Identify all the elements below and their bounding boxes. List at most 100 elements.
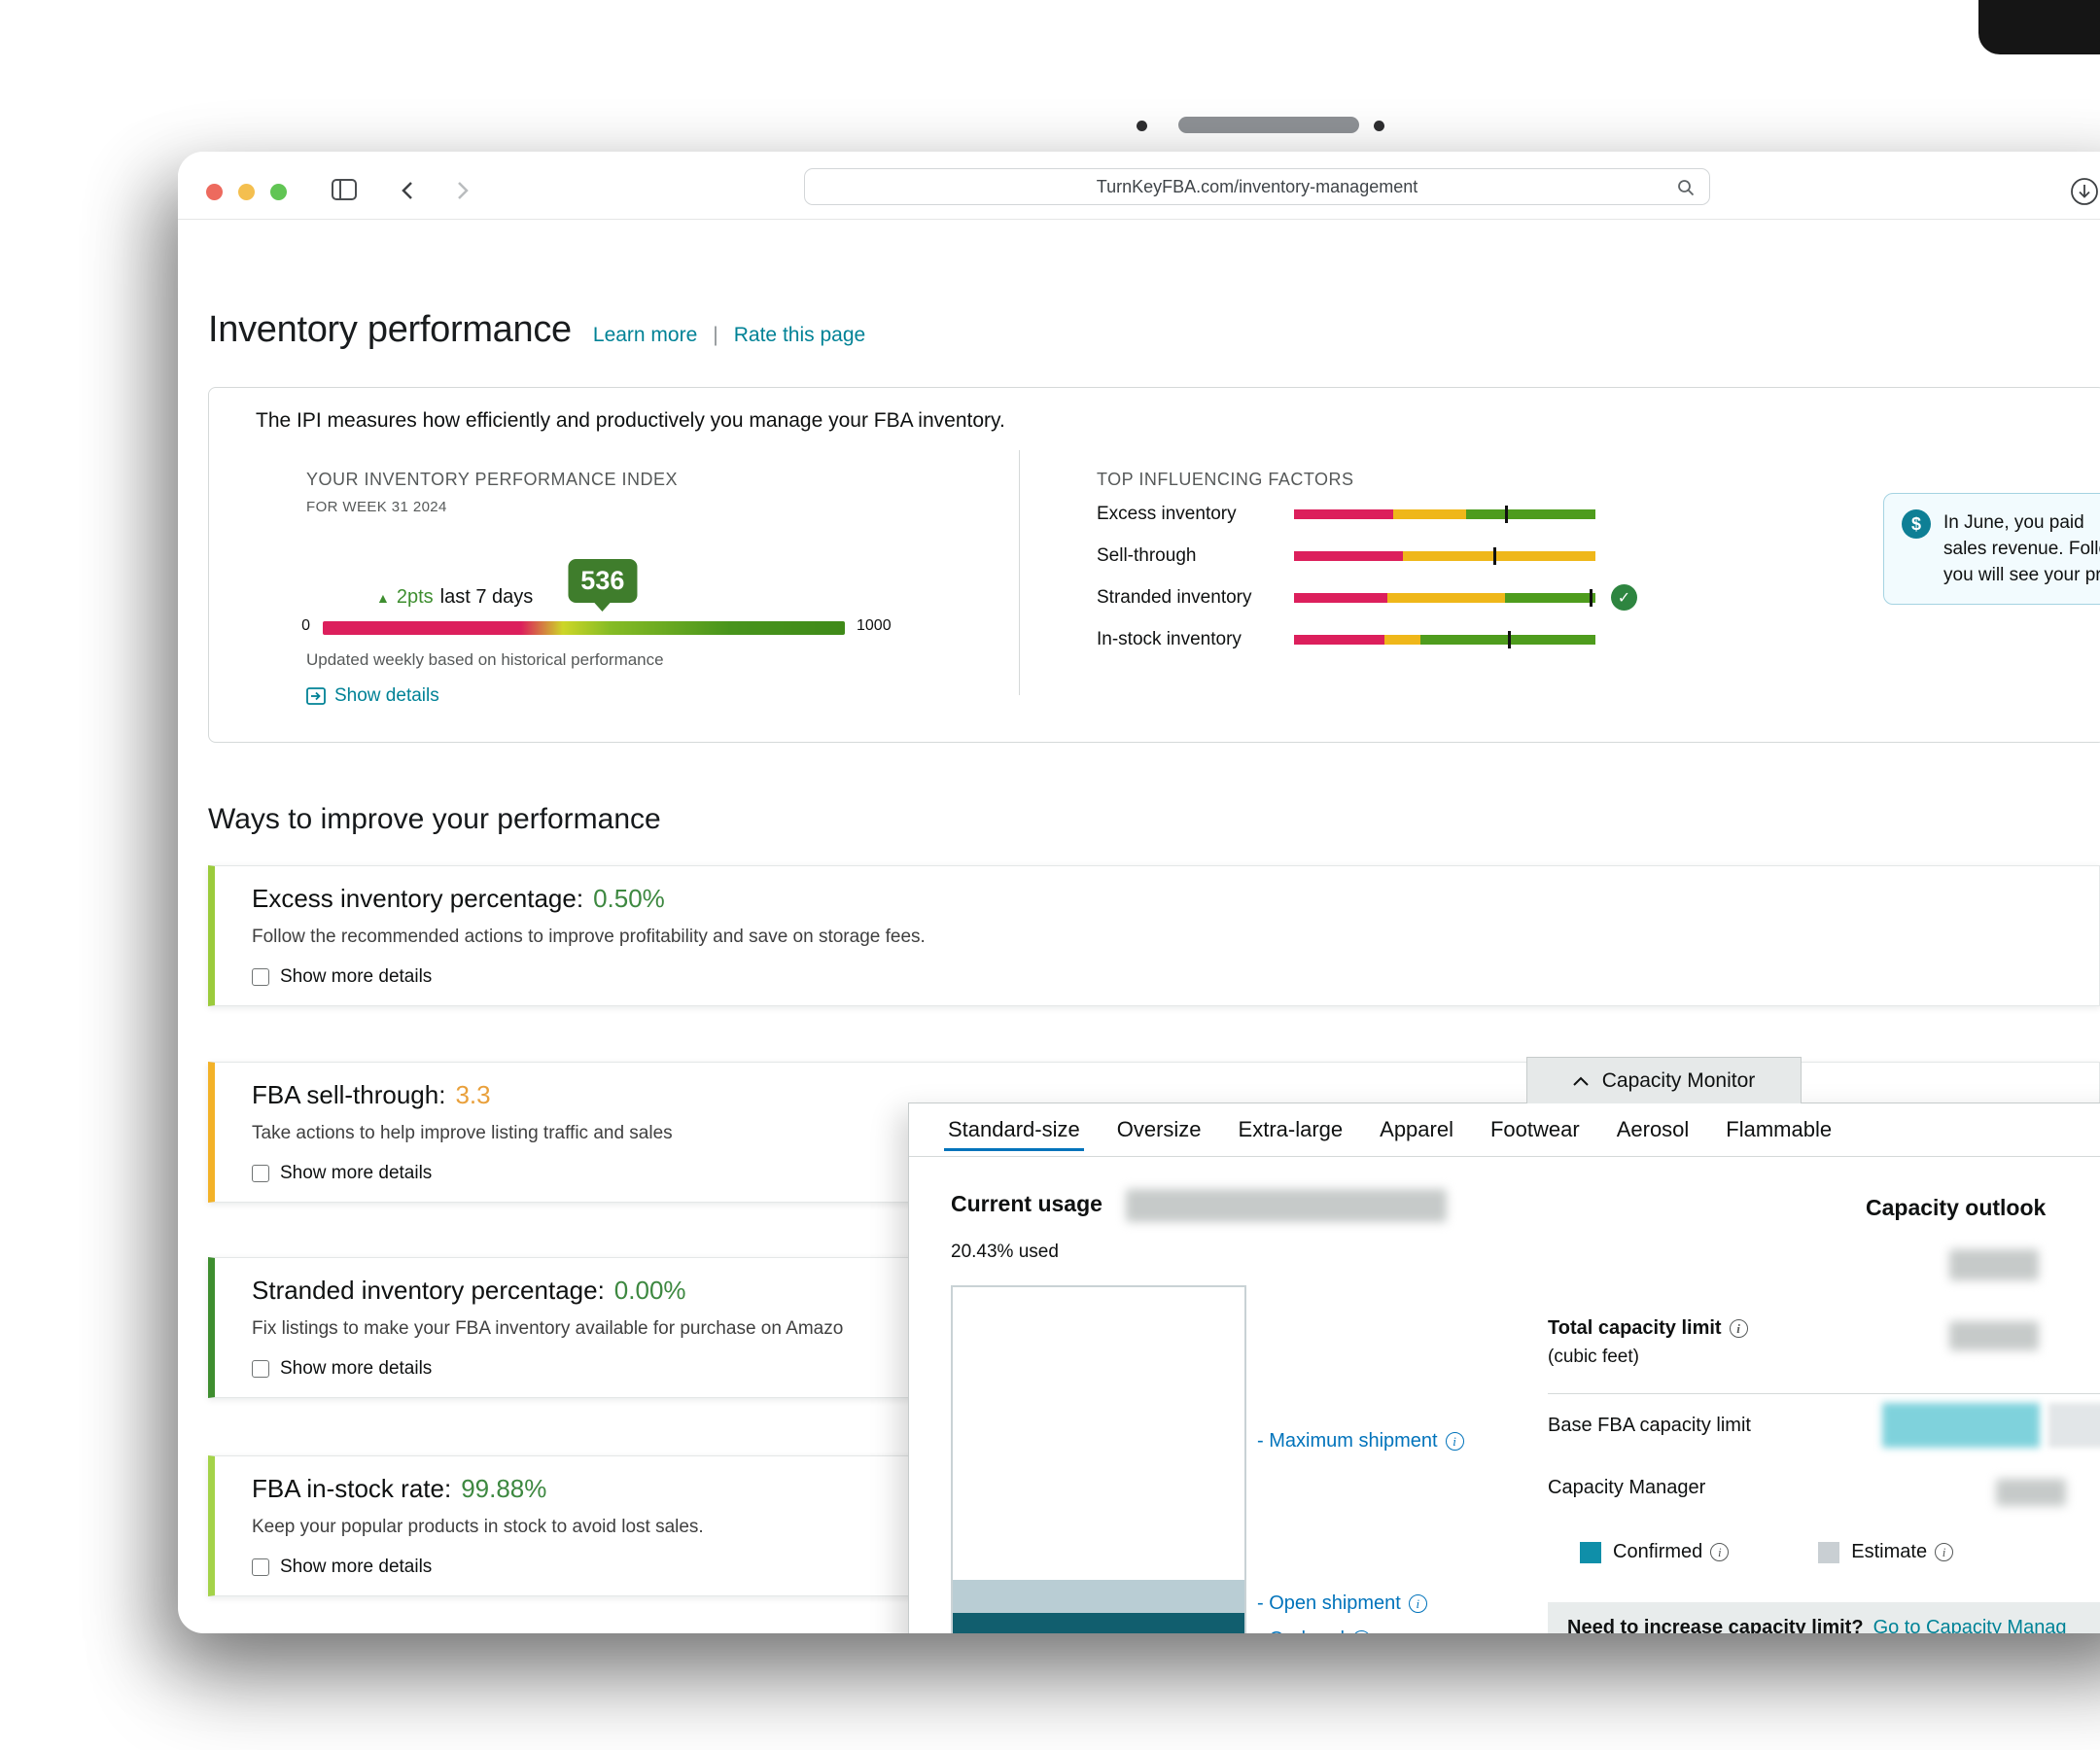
capacity-monitor-tab[interactable]: Capacity Monitor	[1526, 1057, 1802, 1103]
card-title: FBA sell-through: 3.3	[252, 1080, 491, 1109]
go-to-capacity-manager-link[interactable]: Go to Capacity Manag	[1872, 1617, 2067, 1633]
info-icon[interactable]: i	[1729, 1319, 1748, 1338]
download-icon[interactable]	[2070, 177, 2099, 206]
background-corner-shape	[1978, 0, 2100, 54]
ipi-delta: ▲ 2pts last 7 days	[376, 586, 533, 609]
base-fba-capacity-label: Base FBA capacity limit	[1548, 1415, 1751, 1436]
ipi-index-heading: YOUR INVENTORY PERFORMANCE INDEX	[306, 470, 679, 489]
ipi-intro-text: The IPI measures how efficiently and pro…	[256, 409, 1005, 432]
factor-bar	[1294, 505, 1595, 523]
capacity-footer: Need to increase capacity limit? Go to C…	[1548, 1602, 2100, 1633]
info-icon[interactable]: i	[1408, 1594, 1427, 1613]
ipi-scale-min: 0	[301, 617, 310, 634]
redacted-value	[1126, 1189, 1447, 1222]
browser-window: TurnKeyFBA.com/inventory-management Inve…	[178, 152, 2100, 1633]
capacity-monitor-panel: Standard-size Oversize Extra-large Appar…	[908, 1102, 2100, 1633]
card-title: FBA in-stock rate: 99.88%	[252, 1474, 547, 1503]
factor-marker	[1505, 505, 1508, 523]
show-more-details-checkbox[interactable]: Show more details	[252, 966, 432, 988]
ipi-score-zone: 536	[323, 559, 845, 635]
ipi-score-badge: 536	[568, 559, 638, 603]
sidebar-toggle-icon[interactable]	[332, 179, 357, 200]
rate-this-page-link[interactable]: Rate this page	[733, 324, 866, 346]
info-icon[interactable]: i	[1445, 1432, 1464, 1451]
show-more-details-checkbox[interactable]: Show more details	[252, 1358, 432, 1380]
page-content: Inventory performance Learn more | Rate …	[178, 220, 2100, 1633]
forward-button-icon[interactable]	[451, 179, 472, 202]
usage-percent: 20.43% used	[951, 1242, 1059, 1262]
ipi-panel: The IPI measures how efficiently and pro…	[208, 387, 2100, 743]
confirmed-swatch	[1580, 1541, 1601, 1563]
info-icon[interactable]: i	[1935, 1543, 1954, 1561]
factor-marker	[1589, 588, 1592, 607]
factor-row: Stranded inventory ✓	[1097, 577, 1637, 618]
on-hand-label[interactable]: - On-hand i	[1257, 1628, 1372, 1633]
zoom-window-button[interactable]	[270, 184, 287, 200]
ipi-updated-note: Updated weekly based on historical perfo…	[306, 650, 664, 669]
increase-limit-question: Need to increase capacity limit?	[1567, 1617, 1864, 1633]
learn-more-link[interactable]: Learn more	[592, 324, 698, 346]
capacity-manager-label: Capacity Manager	[1548, 1477, 1706, 1498]
current-usage-label: Current usage	[951, 1191, 1102, 1216]
info-icon[interactable]: i	[1710, 1543, 1730, 1561]
factors-list: Excess inventory ✓ Sell-through ✓ Strand…	[1097, 493, 1637, 660]
delta-up-icon: ▲	[376, 589, 390, 606]
checkbox-icon[interactable]	[252, 1165, 269, 1182]
card-title: Stranded inventory percentage: 0.00%	[252, 1276, 686, 1305]
tooltip-line: In June, you paid	[1943, 512, 2084, 533]
factor-label: In-stock inventory	[1097, 628, 1242, 649]
delta-suffix: last 7 days	[439, 586, 534, 608]
open-shipment-label[interactable]: - Open shipment i	[1257, 1592, 1427, 1615]
card-title: Excess inventory percentage: 0.50%	[252, 884, 665, 913]
factor-label: Excess inventory	[1097, 503, 1237, 524]
checkbox-icon[interactable]	[252, 1360, 269, 1378]
tab-aerosol[interactable]: Aerosol	[1616, 1117, 1690, 1141]
tab-extra-large[interactable]: Extra-large	[1238, 1117, 1344, 1141]
factor-row: Sell-through ✓	[1097, 535, 1634, 577]
url-bar[interactable]: TurnKeyFBA.com/inventory-management	[804, 168, 1710, 205]
factor-label: Stranded inventory	[1097, 586, 1252, 608]
capacity-outlook-heading: Capacity outlook	[1866, 1195, 2047, 1220]
checkbox-icon[interactable]	[252, 1558, 269, 1576]
capacity-usage-chart	[951, 1285, 1246, 1633]
checkbox-icon[interactable]	[252, 968, 269, 986]
card-description: Take actions to help improve listing tra…	[252, 1123, 673, 1143]
card-description: Fix listings to make your FBA inventory …	[252, 1318, 844, 1339]
info-icon[interactable]: i	[1352, 1630, 1372, 1633]
estimate-swatch	[1818, 1541, 1840, 1563]
maximum-shipment-label[interactable]: - Maximum shipment i	[1257, 1430, 1464, 1452]
search-icon[interactable]	[1676, 178, 1696, 197]
show-details-link[interactable]: Show details	[306, 685, 439, 707]
fee-tooltip: $ In June, you paid sales revenue. Follo…	[1883, 493, 2100, 605]
show-more-details-checkbox[interactable]: Show more details	[252, 1163, 432, 1184]
tooltip-line: sales revenue. Follow	[1943, 539, 2100, 559]
device-camera-dot-right	[1374, 121, 1384, 131]
factor-bar	[1294, 546, 1595, 565]
show-more-details-checkbox[interactable]: Show more details	[252, 1557, 432, 1578]
factor-row: In-stock inventory ✓	[1097, 618, 1634, 660]
close-window-button[interactable]	[206, 184, 223, 200]
card-value: 0.00%	[613, 1276, 686, 1305]
tab-footwear[interactable]: Footwear	[1489, 1117, 1580, 1141]
chevron-up-icon	[1573, 1076, 1589, 1086]
delta-value: 2pts	[396, 586, 434, 608]
ipi-scale-max: 1000	[857, 617, 892, 634]
factor-marker	[1492, 546, 1496, 565]
url-text: TurnKeyFBA.com/inventory-management	[1096, 176, 1418, 196]
confirmed-label: Confirmed	[1613, 1541, 1703, 1562]
tab-standard-size[interactable]: Standard-size	[944, 1103, 1084, 1157]
tooltip-line: you will see your pro	[1943, 565, 2100, 585]
tab-oversize[interactable]: Oversize	[1116, 1117, 1202, 1141]
ways-heading: Ways to improve your performance	[208, 803, 661, 835]
factor-bar	[1294, 630, 1595, 648]
capacity-tabs: Standard-size Oversize Extra-large Appar…	[909, 1103, 2100, 1157]
capacity-legend: Confirmed i Estimate i	[1580, 1541, 1954, 1563]
tab-flammable[interactable]: Flammable	[1726, 1117, 1833, 1141]
minimize-window-button[interactable]	[238, 184, 255, 200]
back-button-icon[interactable]	[398, 179, 419, 202]
ipi-vertical-divider	[1019, 450, 1020, 695]
factor-bar	[1294, 588, 1595, 607]
factors-heading: TOP INFLUENCING FACTORS	[1097, 470, 1354, 489]
tab-apparel[interactable]: Apparel	[1380, 1117, 1453, 1141]
